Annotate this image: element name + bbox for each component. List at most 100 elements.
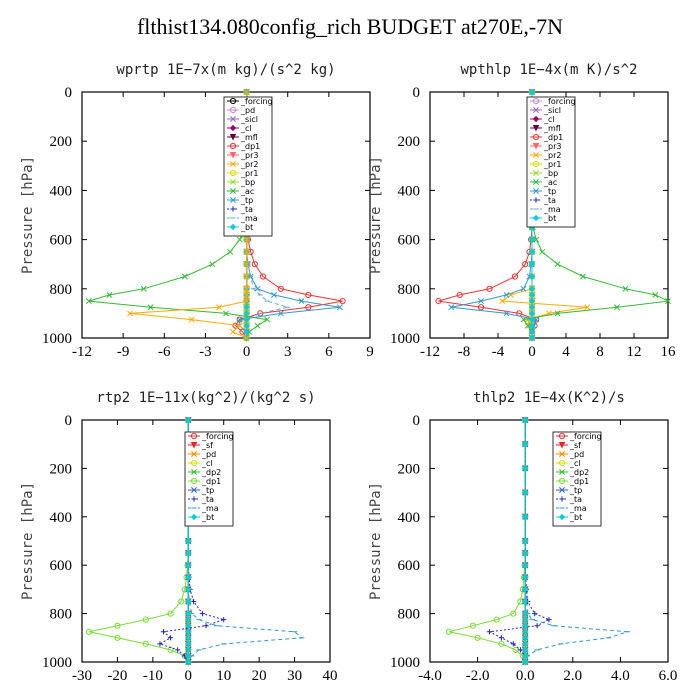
data-point <box>524 322 531 329</box>
series-line-ma <box>524 420 628 663</box>
x-tick-label: 16 <box>661 344 677 360</box>
legend-label: _pr1 <box>543 160 561 169</box>
legend-marker <box>532 125 540 132</box>
data-point <box>157 641 163 647</box>
data-point <box>243 304 250 311</box>
legend-marker <box>230 116 236 122</box>
data-point <box>254 285 261 292</box>
legend-marker <box>230 188 236 194</box>
legend-label: _cl <box>569 459 581 468</box>
legend-label: _forcing <box>543 97 576 106</box>
legend-marker <box>559 469 565 475</box>
data-point <box>243 328 250 336</box>
data-point <box>522 261 529 268</box>
y-axis-label: Pressure [hPa] <box>368 156 384 274</box>
data-point <box>478 298 484 305</box>
legend-marker <box>190 432 198 440</box>
data-point <box>236 316 243 323</box>
data-point <box>522 652 529 660</box>
x-tick-label: -2.0 <box>466 668 490 684</box>
x-tick-label: 3 <box>284 344 292 360</box>
data-point <box>522 441 529 448</box>
panel-title: thlp2 1E−4x(K^2)/s <box>473 390 625 406</box>
data-point <box>243 335 250 341</box>
panel-title: wpthlp 1E−4x(m K)/s^2 <box>460 62 637 78</box>
legend-marker <box>559 487 565 493</box>
y-tick-label: 1000 <box>390 655 420 671</box>
legend-label: _tp <box>201 486 214 495</box>
legend-label: _dp1 <box>240 142 260 151</box>
plot-frame <box>81 91 371 339</box>
legend-label: _mfl <box>543 124 561 133</box>
legend-label: _sicl <box>543 106 561 115</box>
data-point <box>503 291 510 298</box>
legend-marker <box>191 496 197 502</box>
data-point <box>652 291 659 298</box>
data-point <box>185 622 192 629</box>
data-point <box>243 261 250 268</box>
data-point <box>185 634 192 641</box>
data-point <box>259 273 267 280</box>
legend-marker <box>533 179 539 185</box>
data-point <box>546 617 552 623</box>
y-tick-label: 600 <box>50 233 73 249</box>
series-line-dp1 <box>438 92 537 338</box>
panel-title: rtp2 1E−11x(kg^2)/(kg^2 s) <box>96 390 315 406</box>
x-tick-label: 2.0 <box>563 668 582 684</box>
legend-marker <box>191 487 197 493</box>
data-point <box>227 248 234 255</box>
data-point <box>522 465 529 472</box>
data-point <box>528 88 536 96</box>
legend-marker <box>191 469 197 475</box>
data-point <box>178 598 185 605</box>
plot-frame <box>429 91 669 339</box>
data-point <box>185 646 192 654</box>
data-point <box>216 304 223 311</box>
legend-marker <box>558 432 566 440</box>
data-point <box>522 634 529 641</box>
data-point <box>160 629 167 635</box>
legend-label: _dp2 <box>569 468 589 477</box>
legend-marker <box>532 97 540 105</box>
x-tick-label: 6 <box>325 344 333 360</box>
data-point <box>203 623 209 629</box>
data-point <box>185 574 192 581</box>
series-line-tp <box>451 92 537 338</box>
data-point <box>503 310 510 317</box>
x-tick-label: 10 <box>216 668 231 684</box>
legend-marker <box>230 197 236 203</box>
legend-label: _sf <box>569 441 581 450</box>
data-point <box>127 310 133 317</box>
y-tick-label: 1000 <box>42 331 72 347</box>
x-tick-label: 6.0 <box>659 668 678 684</box>
y-tick-label: 400 <box>398 183 421 199</box>
data-point <box>522 586 529 593</box>
data-point <box>185 562 192 569</box>
data-point <box>251 261 258 268</box>
data-point <box>221 617 227 623</box>
x-tick-label: -9 <box>117 344 130 360</box>
data-point <box>185 549 192 557</box>
data-point <box>522 646 529 654</box>
data-point <box>114 634 121 641</box>
data-point <box>236 322 243 329</box>
legend-marker <box>559 451 565 457</box>
legend-marker <box>532 115 540 123</box>
data-point <box>243 248 250 255</box>
data-point <box>528 236 536 243</box>
legend-label: _ma <box>201 504 219 513</box>
legend-label: _pr3 <box>240 151 258 160</box>
data-point <box>522 616 529 623</box>
data-point <box>271 291 277 298</box>
y-tick-label: 200 <box>398 134 421 150</box>
legend-label: _ac <box>543 178 557 187</box>
data-point <box>243 298 250 305</box>
y-tick-label: 800 <box>50 282 73 298</box>
x-tick-label: -3 <box>199 344 212 360</box>
legend-label: _forcing <box>240 97 273 106</box>
data-point <box>522 549 529 557</box>
data-point <box>435 298 442 305</box>
legend-label: _bp <box>543 169 558 178</box>
data-point <box>185 658 192 666</box>
